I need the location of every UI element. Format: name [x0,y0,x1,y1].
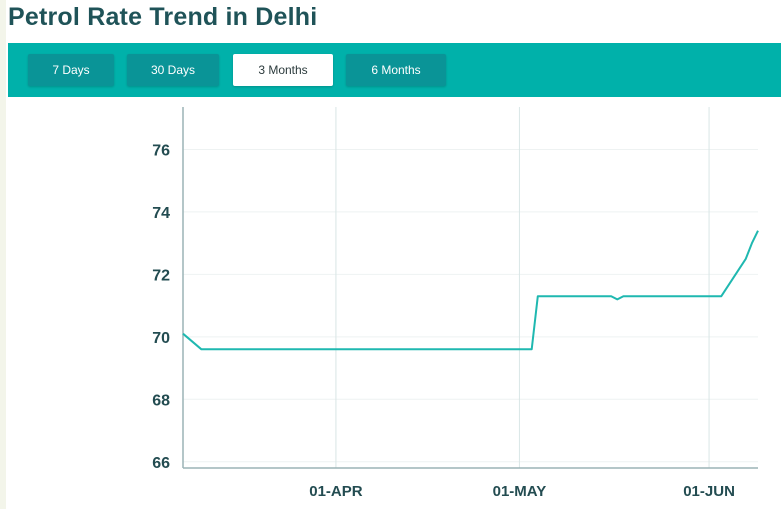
data-point-12[interactable] [755,228,761,234]
data-points [180,228,761,353]
data-point-0[interactable] [180,331,186,337]
data-point-6[interactable] [608,293,614,299]
y-tick-label-66: 66 [152,455,170,472]
y-tick-label-74: 74 [152,205,170,222]
range-selector-bar: 7 Days 30 Days 3 Months 6 Months [8,43,781,97]
range-tab-3-months[interactable]: 3 Months [233,54,333,86]
left-edge-strip [0,0,6,509]
data-point-7[interactable] [614,296,620,302]
data-point-4[interactable] [529,346,535,352]
y-tick-label-70: 70 [152,330,170,347]
data-point-3[interactable] [370,346,376,352]
range-tab-6-months[interactable]: 6 Months [346,54,446,86]
x-tick-label-01-jun: 01-JUN [683,483,735,500]
horizontal-gridlines [183,148,758,463]
data-point-10[interactable] [743,256,749,262]
data-point-5[interactable] [535,293,541,299]
series-line-petrol-rate [182,230,759,351]
y-tick-label-68: 68 [152,392,170,409]
data-point-1[interactable] [198,346,204,352]
y-tick-label-72: 72 [152,267,170,284]
range-tab-30-days[interactable]: 30 Days [127,54,219,86]
y-tick-labels: 66 68 70 72 74 76 [152,142,170,471]
price-line-chart: 66 68 70 72 74 76 01-APR 01-MAY 01-JUN [152,107,761,500]
data-point-2[interactable] [364,346,370,352]
data-point-8[interactable] [620,293,626,299]
data-point-11[interactable] [749,240,755,246]
x-tick-label-01-apr: 01-APR [309,483,363,500]
x-tick-labels: 01-APR 01-MAY 01-JUN [309,483,735,500]
range-tab-7-days[interactable]: 7 Days [28,54,114,86]
chart-area: 66 68 70 72 74 76 01-APR 01-MAY 01-JUN [0,97,781,509]
y-tick-label-76: 76 [152,142,170,159]
data-point-9[interactable] [718,293,724,299]
page-title: Petrol Rate Trend in Delhi [8,3,318,31]
vertical-gridlines [335,107,710,468]
x-tick-label-01-may: 01-MAY [493,483,547,500]
